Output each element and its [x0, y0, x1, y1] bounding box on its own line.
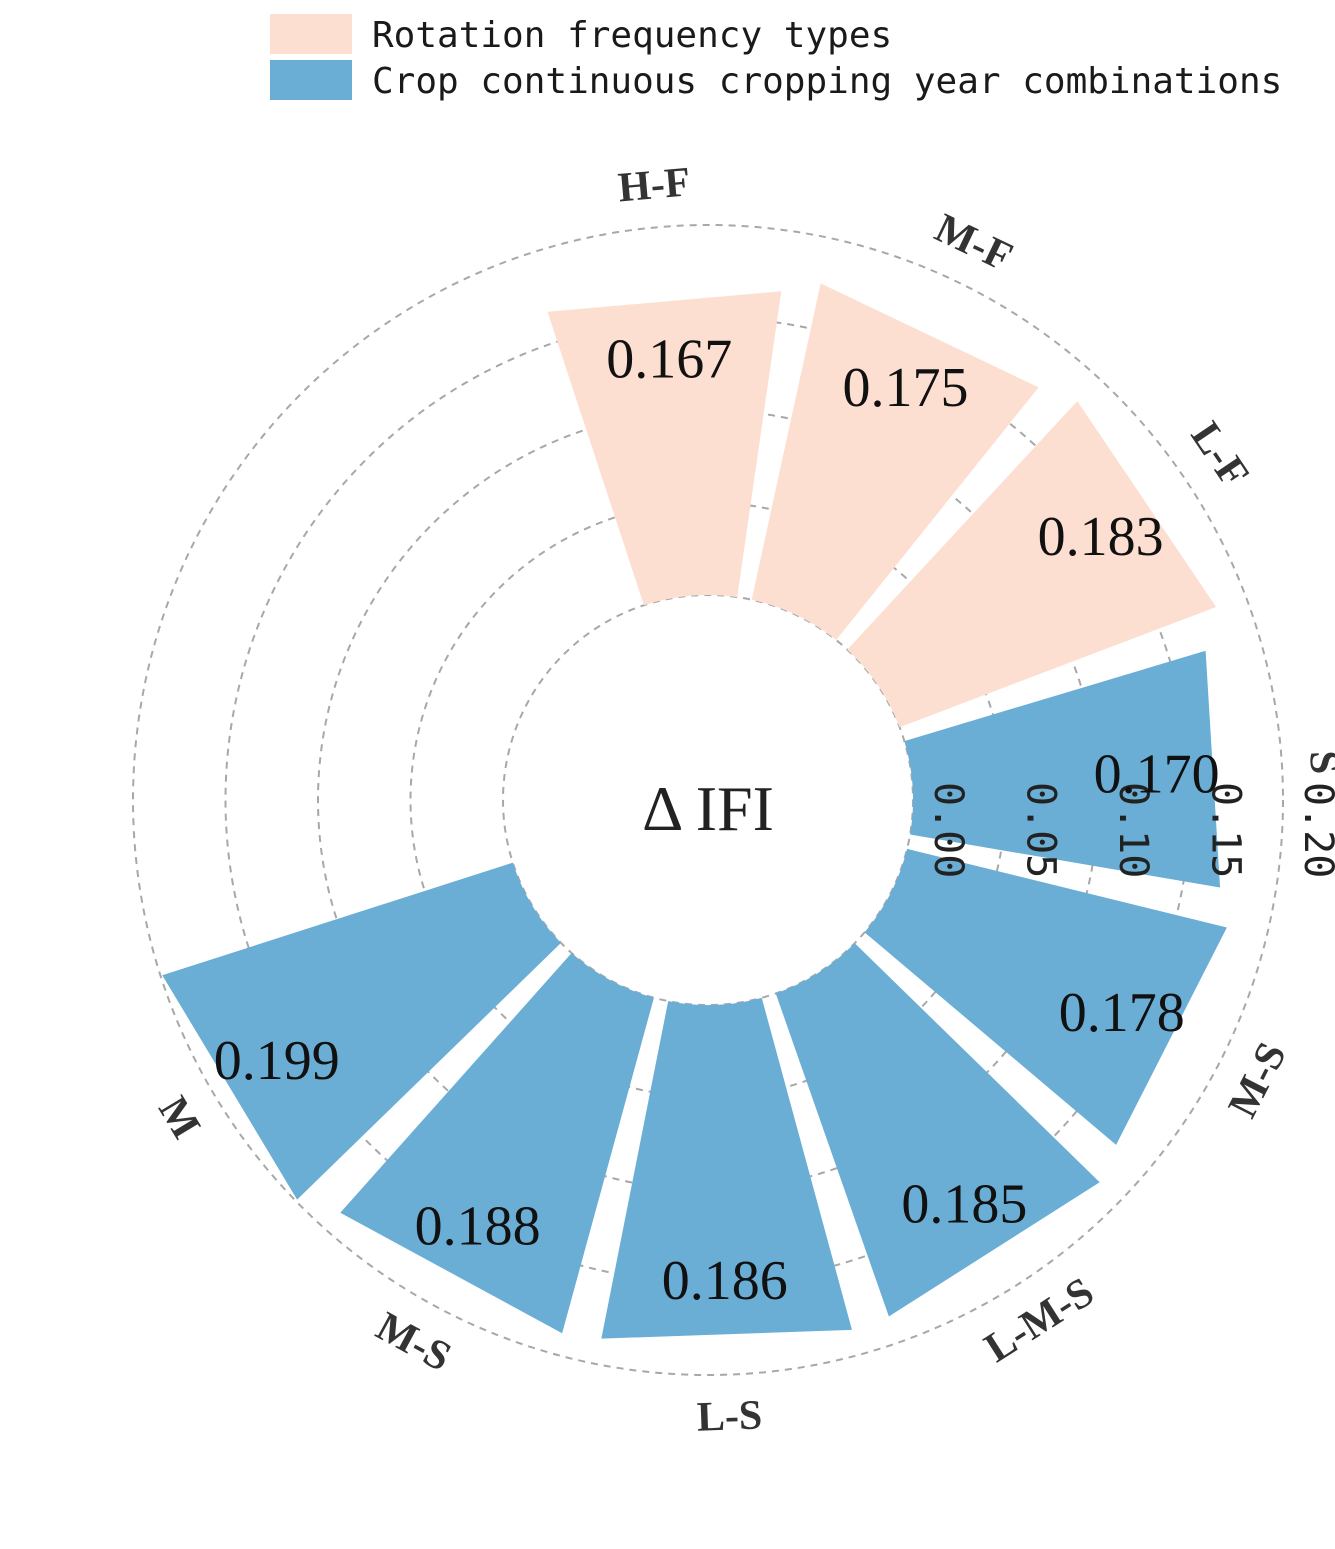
- bar: [547, 291, 782, 606]
- bar: [904, 650, 1221, 888]
- bar: [847, 401, 1217, 728]
- value-label: 0.199: [214, 1030, 340, 1092]
- radial-tick-label: 0.05: [1018, 782, 1064, 878]
- value-label: 0.186: [662, 1250, 788, 1312]
- category-label: M-S: [369, 1304, 459, 1381]
- bar: [751, 283, 1039, 641]
- value-label: 0.178: [1059, 982, 1185, 1044]
- category-label: L-S: [696, 1392, 763, 1440]
- grid-ring: [132, 224, 1284, 1376]
- bars: [162, 283, 1227, 1339]
- center-label: Δ IFI: [642, 773, 774, 844]
- category-label: M-F: [928, 205, 1019, 281]
- legend-label-rotation: Rotation frequency types: [372, 15, 892, 56]
- value-label: 0.183: [1038, 506, 1164, 568]
- value-label: 0.175: [842, 357, 968, 419]
- legend: Rotation frequency types Crop continuous…: [270, 14, 1282, 102]
- bar: [601, 997, 852, 1339]
- radial-tick-label: 0.20: [1295, 782, 1335, 878]
- legend-swatch-continuous: [270, 60, 352, 100]
- legend-label-continuous: Crop continuous cropping year combinatio…: [372, 61, 1282, 102]
- category-label: M: [149, 1089, 209, 1147]
- bar: [162, 862, 562, 1200]
- value-labels: 0.167 0.175 0.183 0.170 0.178 0.185 0.186 0.188…: [214, 329, 1220, 1312]
- radial-tick-label: 0.00: [925, 782, 971, 878]
- category-label: H-F: [616, 159, 692, 211]
- value-label: 0.170: [1094, 744, 1220, 806]
- radial-tick-label: 0.10: [1110, 782, 1156, 878]
- bar: [340, 953, 654, 1334]
- category-label: L-F: [1182, 414, 1258, 496]
- bar: [775, 943, 1100, 1317]
- category-label: M-S: [1220, 1035, 1296, 1124]
- bar: [864, 848, 1227, 1145]
- value-label: 0.185: [901, 1174, 1027, 1236]
- category-label: L-M-S: [977, 1269, 1102, 1372]
- value-label: 0.188: [415, 1195, 541, 1257]
- legend-swatch-rotation: [270, 14, 352, 54]
- value-label: 0.167: [606, 329, 732, 391]
- radial-tick-labels: 0.00 0.05 0.10 0.15 0.20: [925, 782, 1335, 878]
- category-label: S: [1300, 749, 1335, 775]
- radial-tick-label: 0.15: [1203, 782, 1249, 878]
